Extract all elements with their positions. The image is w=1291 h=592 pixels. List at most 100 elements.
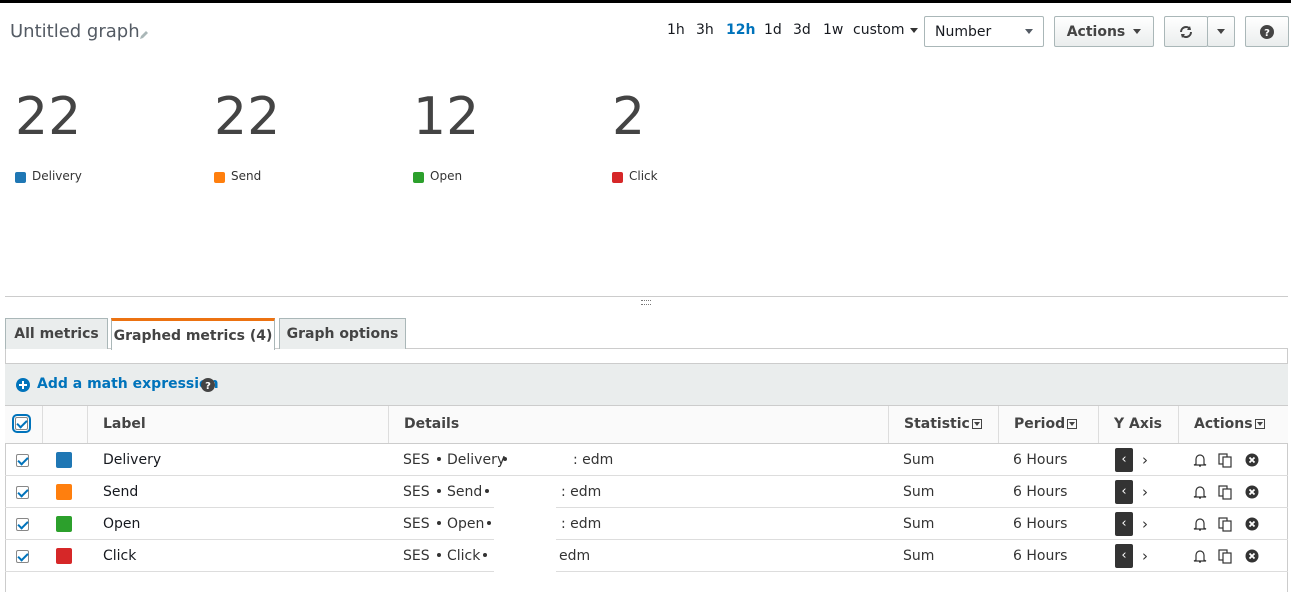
metric-value: 22 bbox=[214, 87, 281, 147]
table-row bbox=[5, 540, 1288, 572]
detail-suffix: : edm bbox=[561, 516, 602, 532]
column-header[interactable]: Y Axis bbox=[1114, 405, 1162, 443]
add-math-link[interactable]: Add a math expression bbox=[37, 376, 219, 392]
range-option[interactable]: 3d bbox=[793, 22, 811, 38]
metric-value: 12 bbox=[413, 87, 480, 147]
tab[interactable]: Graph options bbox=[279, 318, 406, 349]
detail-namespace: SES bbox=[403, 516, 430, 532]
svg-text:?: ? bbox=[205, 381, 211, 392]
column-label: Statistic bbox=[904, 416, 970, 432]
row-action-icons[interactable] bbox=[1192, 452, 1262, 468]
actions-button[interactable]: Actions bbox=[1054, 16, 1154, 47]
range-option[interactable]: 1h bbox=[667, 22, 685, 38]
bullet bbox=[437, 553, 441, 557]
row-label[interactable]: Send bbox=[103, 484, 139, 500]
help-button[interactable]: ? bbox=[1245, 16, 1289, 47]
sort-icon[interactable] bbox=[1067, 419, 1078, 429]
row-label[interactable]: Click bbox=[103, 548, 137, 564]
custom-range[interactable]: custom bbox=[853, 22, 918, 38]
row-actions bbox=[1192, 548, 1262, 564]
column-label: Y Axis bbox=[1114, 416, 1163, 432]
legend-swatch bbox=[612, 172, 623, 183]
checkbox[interactable] bbox=[16, 518, 29, 531]
checkbox[interactable] bbox=[16, 550, 29, 563]
metric-value: 2 bbox=[612, 87, 646, 147]
column-divider bbox=[42, 406, 43, 443]
sort-icon[interactable] bbox=[1254, 419, 1265, 429]
bullet bbox=[437, 457, 441, 461]
svg-text:?: ? bbox=[1264, 28, 1270, 39]
refresh-button[interactable] bbox=[1164, 16, 1208, 47]
graph-title[interactable]: Untitled graph bbox=[10, 21, 140, 42]
column-header[interactable]: Actions bbox=[1194, 405, 1265, 443]
row-label[interactable]: Open bbox=[103, 516, 141, 532]
range-option[interactable]: 1w bbox=[823, 22, 844, 38]
refresh-dropdown[interactable] bbox=[1207, 16, 1235, 47]
y-axis-right[interactable]: › bbox=[1142, 483, 1148, 501]
y-axis-right[interactable]: › bbox=[1142, 547, 1148, 565]
legend-label: Click bbox=[629, 169, 658, 183]
color-swatch[interactable] bbox=[56, 452, 72, 468]
y-axis-left[interactable]: ‹ bbox=[1115, 448, 1133, 472]
checkbox[interactable] bbox=[16, 486, 29, 499]
detail-metric: Open bbox=[447, 516, 485, 532]
bullet bbox=[437, 489, 441, 493]
checkbox[interactable] bbox=[12, 414, 31, 433]
detail-suffix: edm bbox=[559, 548, 591, 564]
statistic[interactable]: Sum bbox=[903, 548, 935, 564]
row-label[interactable]: Delivery bbox=[103, 452, 162, 468]
actions-label: Actions bbox=[1066, 23, 1126, 40]
period[interactable]: 6 Hours bbox=[1013, 548, 1068, 564]
statistic[interactable]: Sum bbox=[903, 452, 935, 468]
detail-metric: Send bbox=[447, 484, 483, 500]
period[interactable]: 6 Hours bbox=[1013, 484, 1068, 500]
legend-swatch bbox=[15, 172, 26, 183]
table-row bbox=[5, 508, 1288, 540]
checkbox[interactable] bbox=[16, 454, 29, 467]
column-header: Label bbox=[103, 405, 146, 443]
y-axis-right[interactable]: › bbox=[1142, 515, 1148, 533]
detail-namespace: SES bbox=[403, 484, 430, 500]
legend-label: Delivery bbox=[32, 169, 82, 183]
color-swatch[interactable] bbox=[56, 516, 72, 532]
period[interactable]: 6 Hours bbox=[1013, 516, 1068, 532]
column-divider bbox=[1178, 406, 1179, 443]
column-divider bbox=[1098, 406, 1099, 443]
bullet bbox=[503, 457, 507, 461]
y-axis-left[interactable]: ‹ bbox=[1115, 544, 1133, 568]
color-swatch[interactable] bbox=[56, 548, 72, 564]
view-select[interactable]: Number bbox=[924, 16, 1044, 47]
row-action-icons[interactable] bbox=[1192, 516, 1262, 532]
statistic[interactable]: Sum bbox=[903, 516, 935, 532]
period[interactable]: 6 Hours bbox=[1013, 452, 1068, 468]
detail-namespace: SES bbox=[403, 452, 430, 468]
help-icon: ? bbox=[1260, 24, 1274, 39]
y-axis-left[interactable]: ‹ bbox=[1115, 512, 1133, 536]
resize-handle[interactable] bbox=[641, 300, 651, 305]
redaction bbox=[494, 493, 556, 592]
help-icon[interactable]: ? bbox=[201, 378, 215, 392]
detail-suffix: : edm bbox=[561, 484, 602, 500]
row-action-icons[interactable] bbox=[1192, 484, 1262, 500]
tab[interactable]: Graphed metrics (4) bbox=[111, 318, 275, 350]
legend-label: Send bbox=[231, 169, 262, 183]
statistic[interactable]: Sum bbox=[903, 484, 935, 500]
range-option[interactable]: 1d bbox=[764, 22, 782, 38]
sort-icon[interactable] bbox=[971, 419, 982, 429]
table-row bbox=[5, 476, 1288, 508]
edit-icon[interactable] bbox=[138, 29, 150, 41]
bullet bbox=[485, 489, 489, 493]
column-header[interactable]: Period bbox=[1014, 405, 1078, 443]
y-axis-left[interactable]: ‹ bbox=[1115, 480, 1133, 504]
y-axis-right[interactable]: › bbox=[1142, 451, 1148, 469]
color-swatch[interactable] bbox=[56, 484, 72, 500]
column-header[interactable]: Statistic bbox=[904, 405, 982, 443]
column-label: Actions bbox=[1194, 416, 1253, 432]
range-option[interactable]: 3h bbox=[696, 22, 714, 38]
detail-suffix: : edm bbox=[573, 452, 614, 468]
tab[interactable]: All metrics bbox=[5, 318, 108, 349]
range-option[interactable]: 12h bbox=[726, 22, 756, 38]
row-action-icons[interactable] bbox=[1192, 548, 1262, 564]
column-header: Details bbox=[404, 405, 459, 443]
legend-swatch bbox=[214, 172, 225, 183]
